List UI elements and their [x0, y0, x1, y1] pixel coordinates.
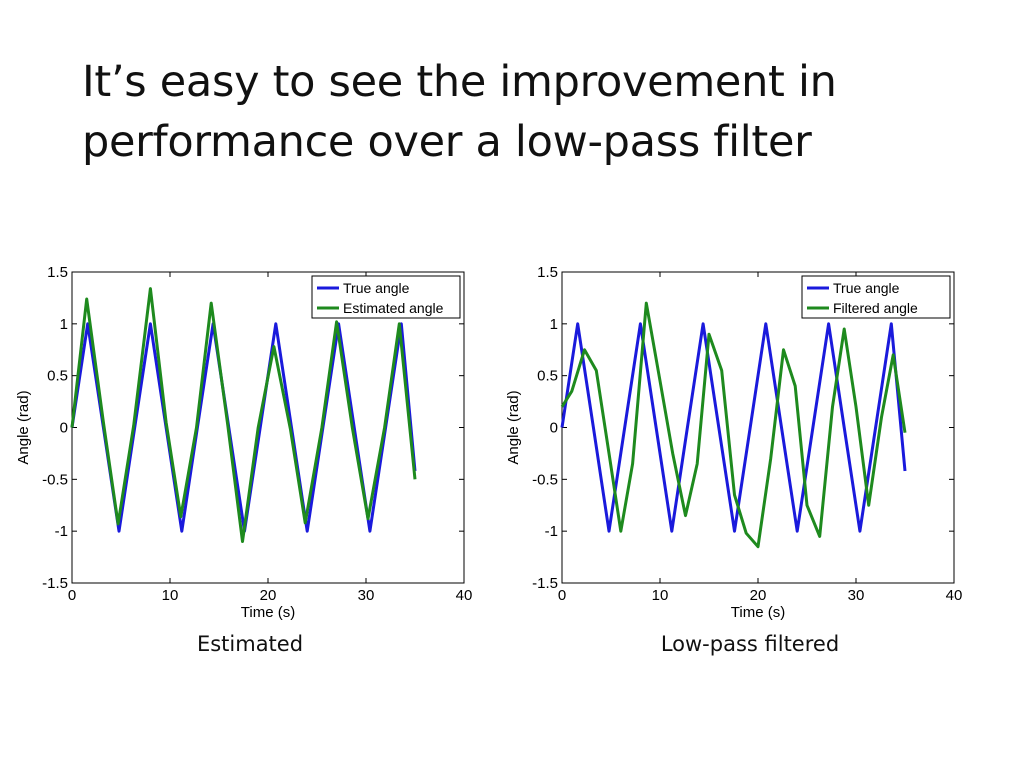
- y-tick-label: 1: [550, 316, 558, 333]
- y-tick-label: -1.5: [42, 575, 68, 592]
- y-axis-label: Angle (rad): [15, 390, 32, 464]
- y-tick-label: 0: [550, 420, 558, 437]
- filtered-angle-chart: 0 10 20 30 40 -1.5 -1 -0.5 0 0.5 1 1.5 Time (s) Angle…: [505, 264, 963, 620]
- x-tick-label: 10: [162, 587, 179, 604]
- y-tick-label: -1: [55, 523, 68, 540]
- y-tick-label: 0.5: [537, 368, 558, 385]
- legend-label: Estimated angle: [343, 300, 444, 316]
- plot-area: [561, 271, 955, 584]
- x-tick-label: 20: [260, 587, 277, 604]
- x-tick-label: 0: [558, 587, 566, 604]
- series-line-estimate: [560, 301, 907, 549]
- y-tick-label: -1: [545, 523, 558, 540]
- x-tick-label: 0: [68, 587, 76, 604]
- y-tick-label: 0.5: [47, 368, 68, 385]
- slide-title: It’s easy to see the improvement in perf…: [82, 52, 982, 172]
- x-tick-label: 40: [946, 587, 963, 604]
- y-tick-label: 1.5: [537, 264, 558, 281]
- legend-label: True angle: [343, 280, 410, 296]
- series-line-estimate: [70, 287, 417, 543]
- y-tick-label: 1.5: [47, 264, 68, 281]
- caption-estimated: Estimated: [196, 632, 304, 656]
- y-tick-label: -0.5: [532, 471, 558, 488]
- x-tick-label: 30: [848, 587, 865, 604]
- x-axis-label: Time (s): [241, 604, 295, 620]
- estimated-angle-chart: 0 10 20 30 40 -1.5 -1 -0.5 0 0.5 1 1.5 Time (s) Angle…: [15, 264, 473, 620]
- y-tick-label: -1.5: [532, 575, 558, 592]
- legend-label: Filtered angle: [833, 300, 918, 316]
- x-tick-label: 20: [750, 587, 767, 604]
- x-tick-label: 30: [358, 587, 375, 604]
- y-tick-label: 0: [60, 420, 68, 437]
- plot-area: [71, 271, 465, 584]
- legend-box: [311, 275, 461, 319]
- slide-title-line-2: performance over a low-pass filter: [82, 117, 812, 167]
- legend-label: True angle: [833, 280, 900, 296]
- y-tick-label: -0.5: [42, 471, 68, 488]
- legend-box: [801, 275, 951, 319]
- x-tick-label: 40: [456, 587, 473, 604]
- series-line-true-angle: [560, 322, 907, 533]
- x-tick-label: 10: [652, 587, 669, 604]
- slide-title-line-1: It’s easy to see the improvement in: [82, 57, 837, 107]
- caption-low-pass-filtered: Low-pass filtered: [660, 632, 840, 656]
- x-axis-label: Time (s): [731, 604, 785, 620]
- y-tick-label: 1: [60, 316, 68, 333]
- y-axis-label: Angle (rad): [505, 390, 522, 464]
